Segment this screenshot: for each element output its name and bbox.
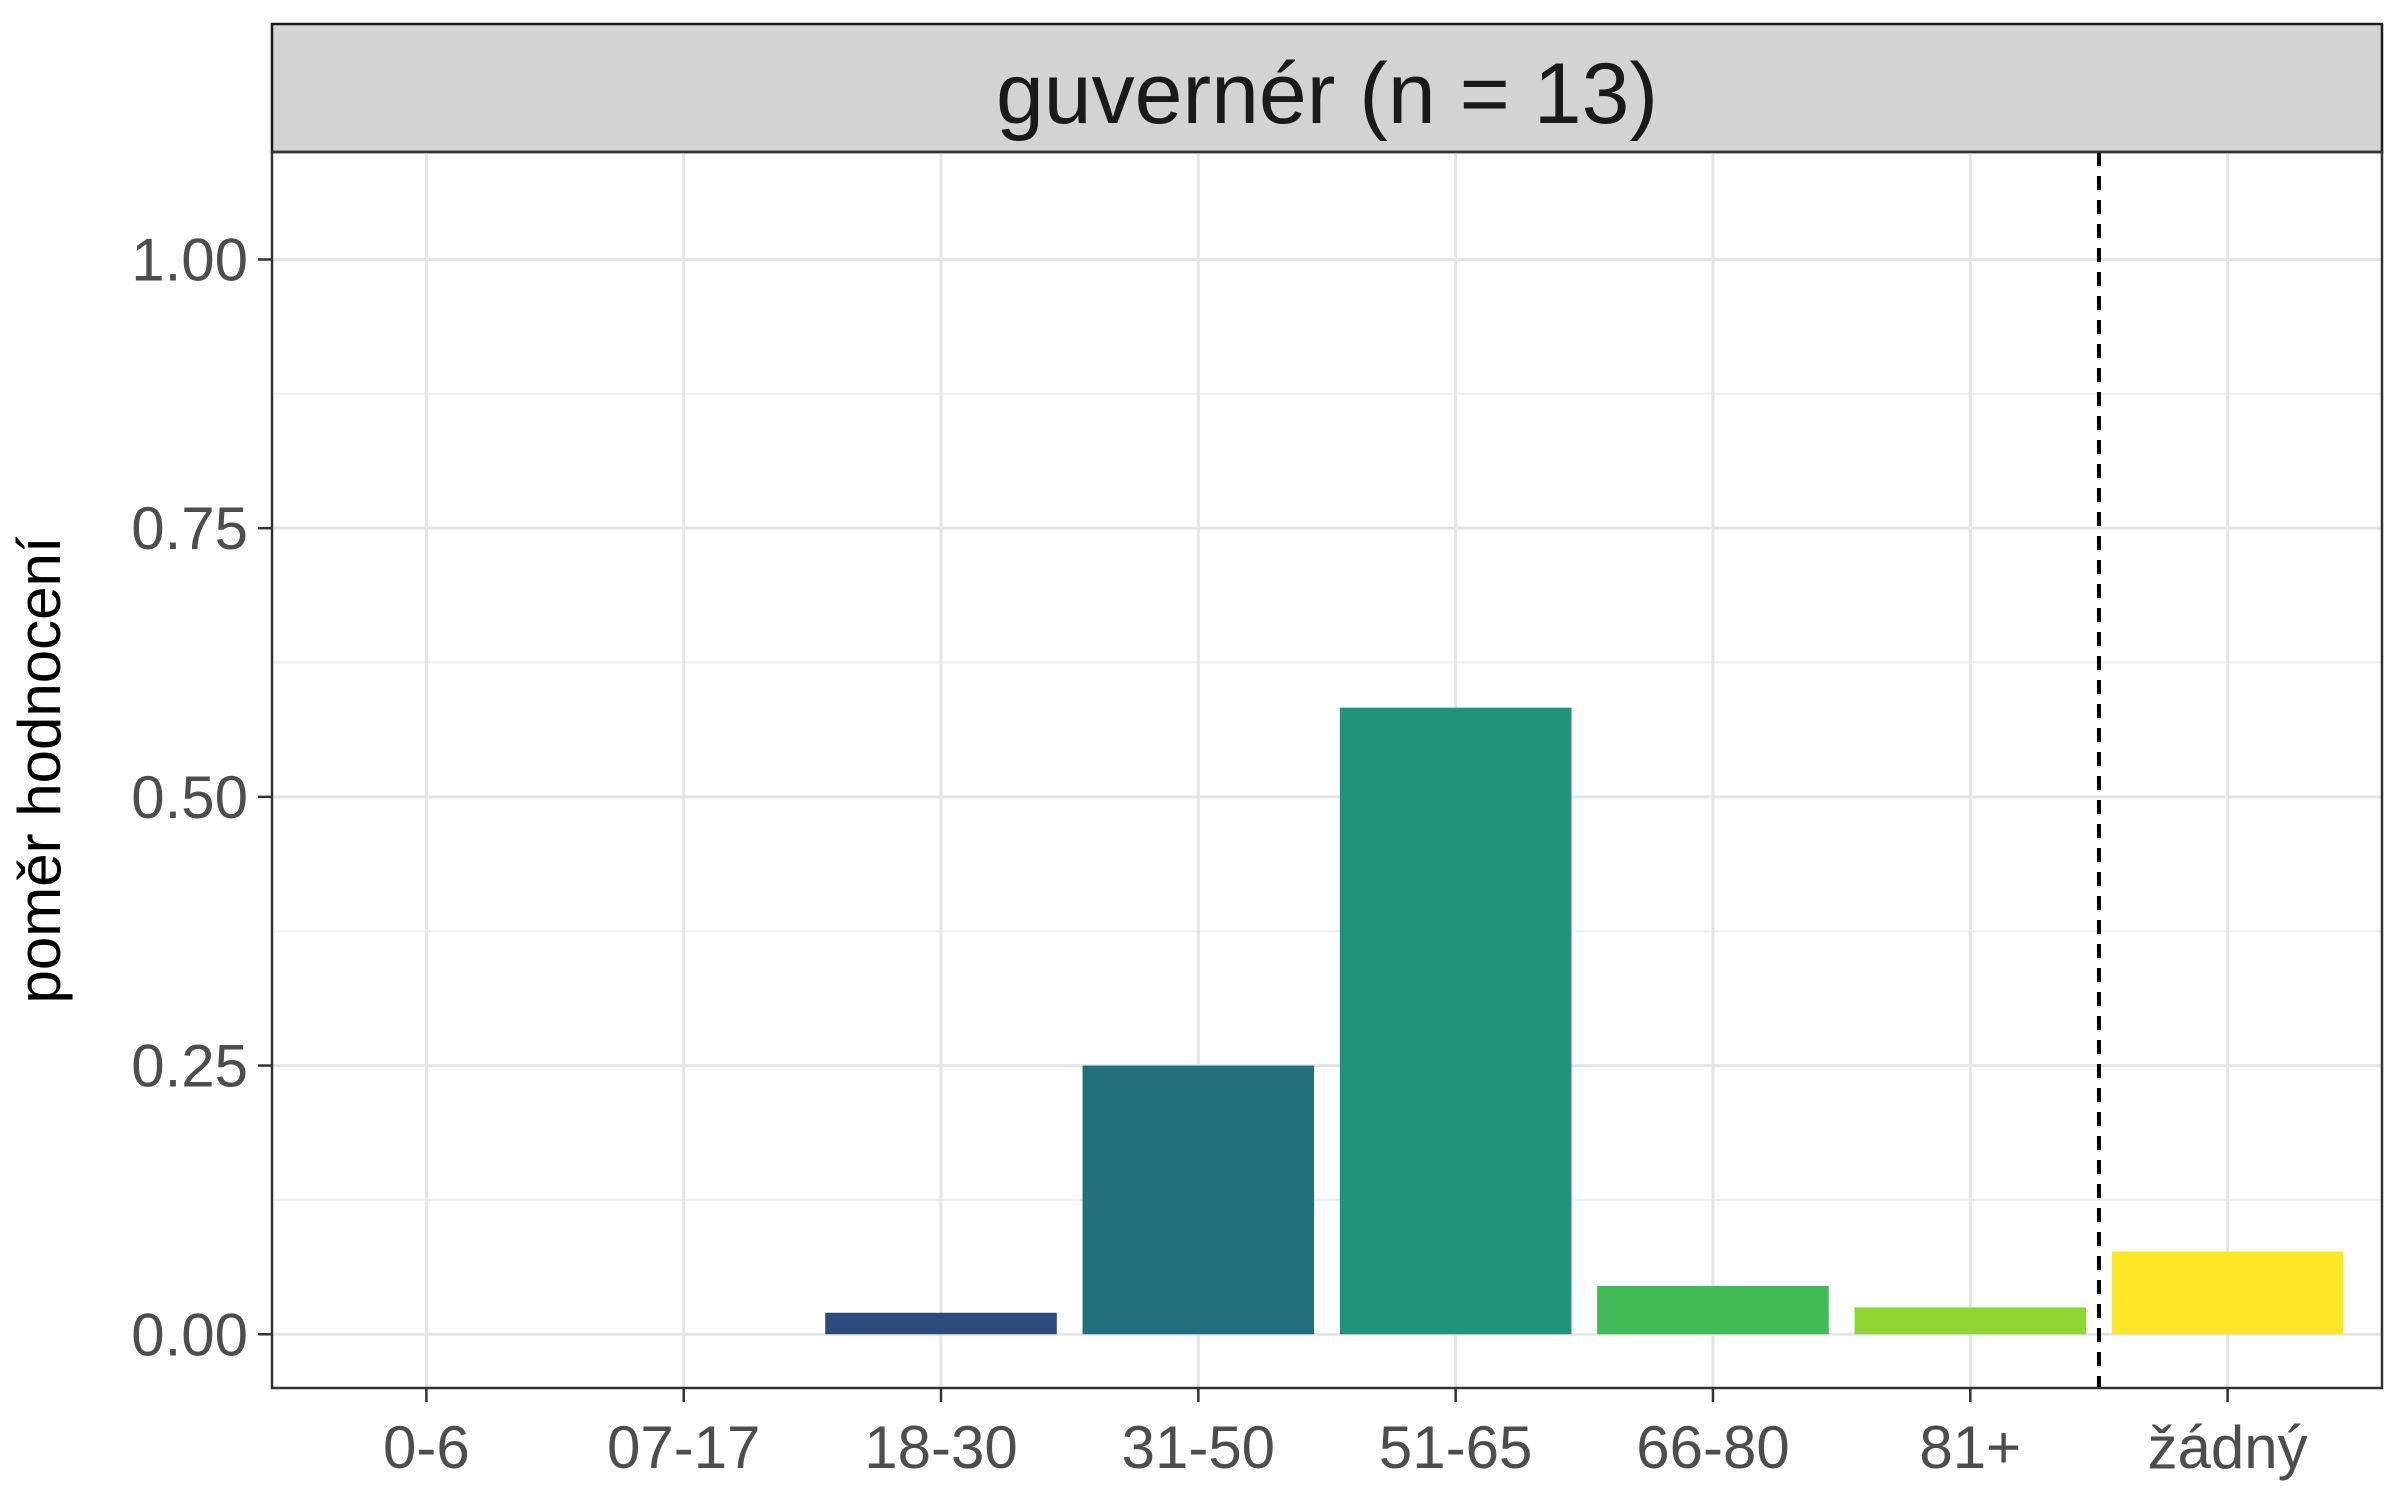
y-axis-title: poměr hodnocení (6, 536, 73, 1003)
bar-žádný (2111, 1251, 2344, 1335)
facet-title: guvernér (n = 13) (996, 46, 1658, 142)
x-tick-label: 31-50 (1122, 1414, 1275, 1481)
gridlines (272, 152, 2382, 1388)
facet-strip (270, 22, 2384, 154)
x-tick-label: 18-30 (864, 1414, 1017, 1481)
bar-66-80 (1597, 1285, 1829, 1335)
y-tick-label: 0.50 (131, 764, 248, 831)
x-tick-label: 07-17 (607, 1414, 760, 1481)
x-tick-label: 51-65 (1379, 1414, 1532, 1481)
y-tick-label: 0.75 (131, 495, 248, 562)
x-tick-label: 81+ (1919, 1414, 2021, 1481)
bar-18-30 (825, 1312, 1057, 1335)
bar-51-65 (1339, 707, 1572, 1335)
y-tick-label: 0.25 (131, 1033, 248, 1100)
panel-border (270, 150, 2384, 1390)
x-tick-label: 0-6 (383, 1414, 470, 1481)
bars (825, 707, 2344, 1335)
x-axis: 0-6 07-17 18-30 31-50 51-65 66-80 81+ žádný (383, 1388, 2308, 1481)
y-axis: 0.00 0.25 0.50 0.75 1.00 (131, 226, 272, 1368)
y-tick-label: 1.00 (131, 226, 248, 293)
y-tick-label: 0.00 (131, 1301, 248, 1368)
x-tick-label: 66-80 (1636, 1414, 1789, 1481)
x-tick-label: žádný (2148, 1414, 2308, 1481)
bar-31-50 (1082, 1065, 1315, 1335)
bar-81+ (1854, 1307, 2087, 1335)
